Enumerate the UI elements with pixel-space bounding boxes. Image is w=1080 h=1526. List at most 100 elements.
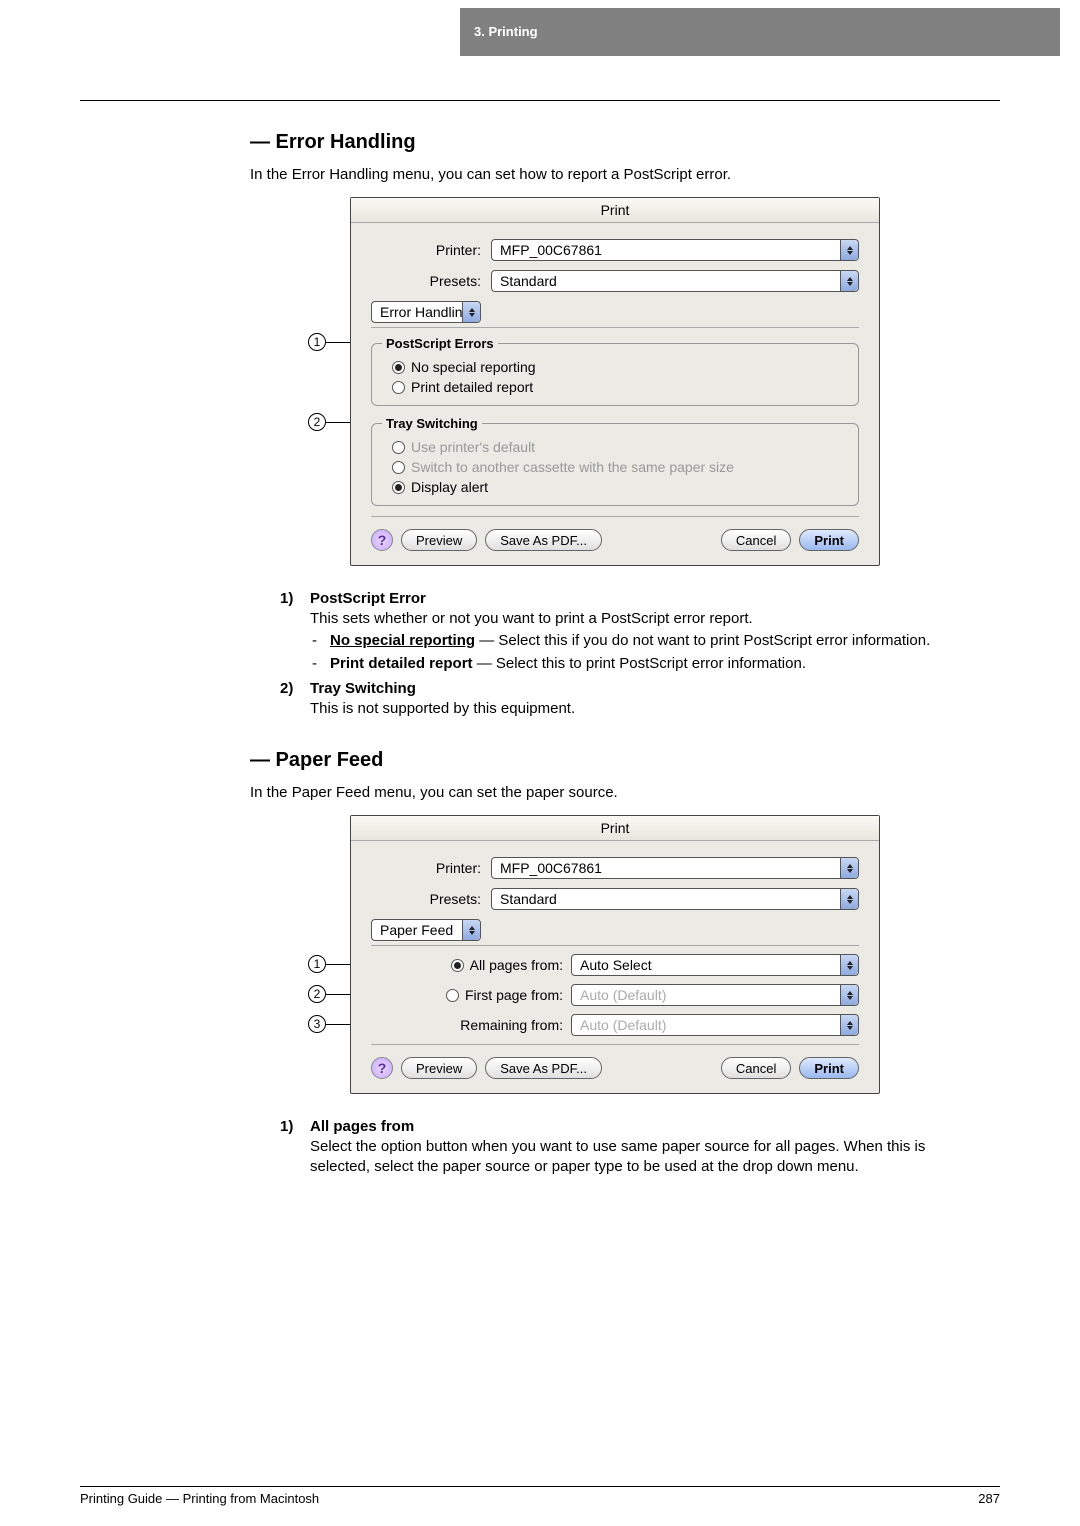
- print-dialog-2: Print Printer: MFP_00C67861 Presets: Sta…: [350, 815, 880, 1094]
- callout-2-num: 2: [308, 413, 326, 431]
- section-paper-feed-desc: In the Paper Feed menu, you can set the …: [250, 784, 1000, 801]
- chevron-updown-icon: [840, 955, 858, 975]
- printer-select[interactable]: MFP_00C67861: [491, 239, 859, 261]
- presets-select[interactable]: Standard: [491, 270, 859, 292]
- radio-icon: [392, 381, 405, 394]
- print-button[interactable]: Print: [799, 1057, 859, 1079]
- preview-button[interactable]: Preview: [401, 1057, 477, 1079]
- preview-button[interactable]: Preview: [401, 529, 477, 551]
- list-text: This is not supported by this equipment.: [310, 699, 970, 719]
- callout-1b-num: 1: [308, 955, 326, 973]
- postscript-errors-legend: PostScript Errors: [382, 336, 498, 351]
- help-button[interactable]: ?: [371, 1057, 393, 1079]
- print-dialog-1: Print Printer: MFP_00C67861 Presets: Sta…: [350, 197, 880, 566]
- radio-label: Use printer's default: [411, 439, 535, 455]
- radio-icon: [392, 461, 405, 474]
- presets-value: Standard: [500, 891, 557, 907]
- presets-select[interactable]: Standard: [491, 888, 859, 910]
- pane-select[interactable]: Paper Feed: [371, 919, 481, 941]
- first-page-label: First page from:: [465, 987, 563, 1003]
- list-paper-feed: 1) All pages from Select the option butt…: [280, 1118, 970, 1178]
- pane-value: Error Handling: [380, 304, 470, 320]
- radio-switch-cassette[interactable]: Switch to another cassette with the same…: [382, 457, 848, 477]
- radio-icon: [392, 361, 405, 374]
- sub-bold: No special reporting: [330, 632, 475, 649]
- tray-switching-group: Tray Switching Use printer's default Swi…: [371, 416, 859, 506]
- chevron-updown-icon: [840, 240, 858, 260]
- presets-value: Standard: [500, 273, 557, 289]
- page-footer: Printing Guide — Printing from Macintosh…: [80, 1486, 1000, 1506]
- radio-no-special-reporting[interactable]: No special reporting: [382, 357, 848, 377]
- pane-value: Paper Feed: [380, 922, 453, 938]
- sub-bold: Print detailed report: [330, 655, 473, 672]
- presets-label: Presets:: [371, 891, 491, 907]
- radio-icon: [392, 481, 405, 494]
- dialog1-title: Print: [351, 198, 879, 223]
- list-text: Select the option button when you want t…: [310, 1137, 970, 1178]
- first-page-select[interactable]: Auto (Default): [571, 984, 859, 1006]
- printer-value: MFP_00C67861: [500, 242, 602, 258]
- printer-label: Printer:: [371, 242, 491, 258]
- help-button[interactable]: ?: [371, 529, 393, 551]
- first-page-value: Auto (Default): [580, 987, 666, 1003]
- footer-left: Printing Guide — Printing from Macintosh: [80, 1491, 319, 1506]
- list-error-handling: 1) PostScript Error This sets whether or…: [280, 590, 970, 719]
- footer-right: 287: [978, 1491, 1000, 1506]
- callout-1-num: 1: [308, 333, 326, 351]
- remaining-value: Auto (Default): [580, 1017, 666, 1033]
- dialog-error-handling-wrap: 1 2 Print Printer: MFP_00C67861 Presets:: [310, 197, 1000, 566]
- print-button[interactable]: Print: [799, 529, 859, 551]
- chevron-updown-icon: [840, 985, 858, 1005]
- chevron-updown-icon: [840, 858, 858, 878]
- sub-text: — Select this to print PostScript error …: [473, 655, 806, 672]
- list-title: PostScript Error: [310, 590, 970, 607]
- radio-label: No special reporting: [411, 359, 536, 375]
- list-num: 1): [280, 590, 310, 674]
- radio-display-alert[interactable]: Display alert: [382, 477, 848, 497]
- presets-label: Presets:: [371, 273, 491, 289]
- radio-print-detailed-report[interactable]: Print detailed report: [382, 377, 848, 397]
- chevron-updown-icon: [840, 889, 858, 909]
- remaining-select[interactable]: Auto (Default): [571, 1014, 859, 1036]
- tray-switching-legend: Tray Switching: [382, 416, 482, 431]
- all-pages-value: Auto Select: [580, 957, 652, 973]
- dialog-paper-feed-wrap: 1 2 3 Print Printer: MFP_00C67861: [310, 815, 1000, 1094]
- sub-item: - No special reporting — Select this if …: [310, 631, 970, 651]
- radio-first-page[interactable]: [446, 989, 459, 1002]
- section-error-handling-desc: In the Error Handling menu, you can set …: [250, 166, 1000, 183]
- save-as-pdf-button[interactable]: Save As PDF...: [485, 529, 602, 551]
- all-pages-select[interactable]: Auto Select: [571, 954, 859, 976]
- list-title: Tray Switching: [310, 680, 970, 697]
- chapter-header: 3. Printing: [460, 8, 1060, 56]
- chevron-updown-icon: [462, 302, 480, 322]
- radio-label: Print detailed report: [411, 379, 533, 395]
- chevron-updown-icon: [840, 1015, 858, 1035]
- radio-all-pages[interactable]: [451, 959, 464, 972]
- radio-label: Switch to another cassette with the same…: [411, 459, 734, 475]
- cancel-button[interactable]: Cancel: [721, 529, 791, 551]
- dialog2-title: Print: [351, 816, 879, 841]
- save-as-pdf-button[interactable]: Save As PDF...: [485, 1057, 602, 1079]
- remaining-label: Remaining from:: [460, 1017, 563, 1033]
- radio-icon: [392, 441, 405, 454]
- list-title: All pages from: [310, 1118, 970, 1135]
- list-num: 1): [280, 1118, 310, 1178]
- printer-value: MFP_00C67861: [500, 860, 602, 876]
- list-num: 2): [280, 680, 310, 719]
- pane-select[interactable]: Error Handling: [371, 301, 481, 323]
- section-error-handling-title: — Error Handling: [250, 131, 1000, 154]
- sub-item: - Print detailed report — Select this to…: [310, 654, 970, 674]
- sub-text: — Select this if you do not want to prin…: [475, 632, 930, 649]
- all-pages-label: All pages from:: [470, 957, 563, 973]
- postscript-errors-group: PostScript Errors No special reporting P…: [371, 336, 859, 406]
- section-paper-feed-title: — Paper Feed: [250, 749, 1000, 772]
- callout-2b-num: 2: [308, 985, 326, 1003]
- printer-label: Printer:: [371, 860, 491, 876]
- radio-label: Display alert: [411, 479, 488, 495]
- radio-use-printer-default[interactable]: Use printer's default: [382, 437, 848, 457]
- chevron-updown-icon: [840, 271, 858, 291]
- printer-select[interactable]: MFP_00C67861: [491, 857, 859, 879]
- cancel-button[interactable]: Cancel: [721, 1057, 791, 1079]
- top-rule: [80, 100, 1000, 101]
- callout-3-num: 3: [308, 1015, 326, 1033]
